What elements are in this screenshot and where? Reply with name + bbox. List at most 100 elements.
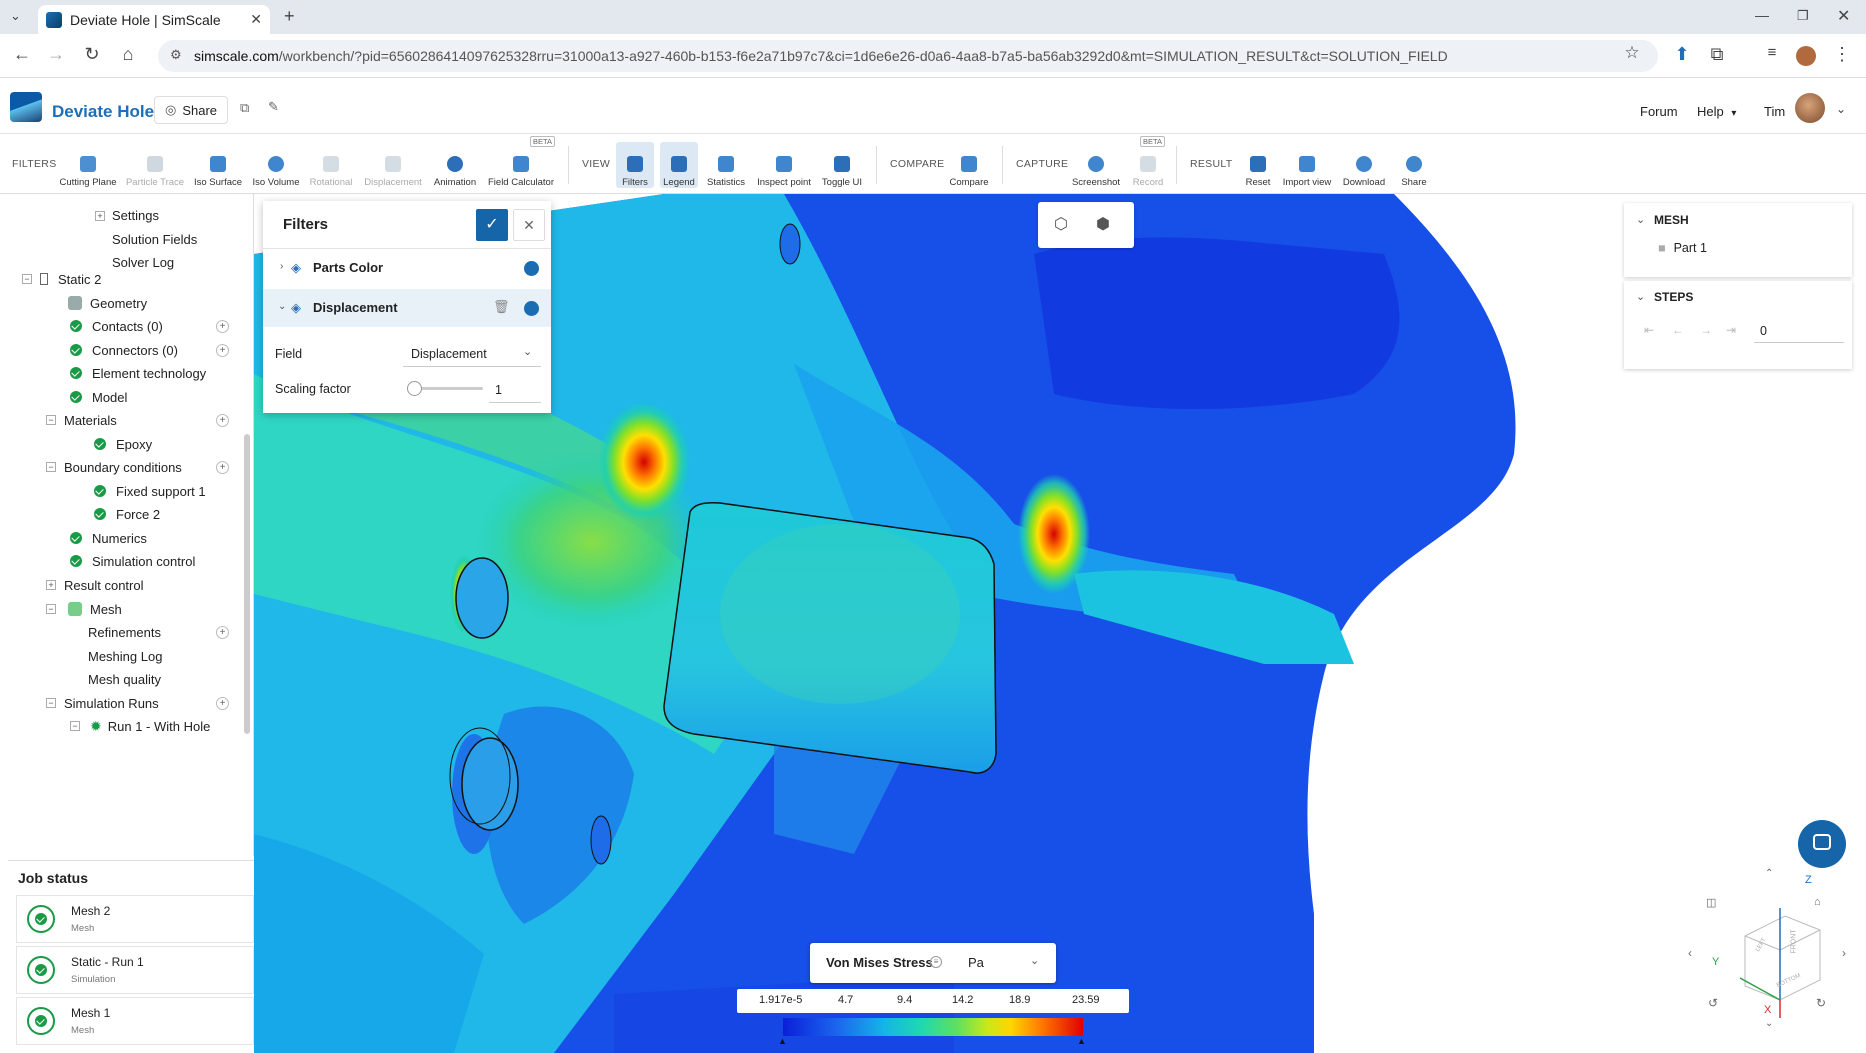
iso-volume-button[interactable]: Iso Volume xyxy=(252,142,300,188)
window-close-icon[interactable]: ✕ xyxy=(1837,8,1851,25)
add-material-icon[interactable]: + xyxy=(216,414,229,427)
next-step-icon[interactable]: → xyxy=(1700,323,1712,337)
tree-item-epoxy[interactable]: Epoxy xyxy=(94,433,152,455)
toggle-ui-button[interactable]: Toggle UI xyxy=(820,142,864,188)
help-menu[interactable]: Help ▾ xyxy=(1697,104,1736,119)
inspect-point-button[interactable]: Inspect point xyxy=(756,142,812,188)
share-result-button[interactable]: Share xyxy=(1398,142,1430,188)
record-button[interactable]: BETA Record xyxy=(1132,136,1166,188)
legend-settings-icon[interactable]: ≡ xyxy=(930,956,942,968)
tab-list-icon[interactable]: ⌄ xyxy=(10,8,21,23)
cutting-plane-button[interactable]: Cutting Plane xyxy=(59,142,117,188)
copy-icon[interactable]: ⧉ xyxy=(240,100,250,115)
simscale-logo[interactable] xyxy=(10,92,42,122)
chevron-down-icon[interactable]: ⌄ xyxy=(1030,955,1040,967)
last-step-icon[interactable]: ⇥ xyxy=(1726,323,1737,337)
tree-item-model[interactable]: Model xyxy=(70,386,127,408)
forum-link[interactable]: Forum xyxy=(1640,104,1678,119)
chevron-down-icon[interactable]: ⌄ xyxy=(1636,291,1646,303)
new-tab-icon[interactable]: + xyxy=(284,6,295,26)
tree-item-mesh[interactable]: Mesh xyxy=(68,598,122,620)
project-name[interactable]: Deviate Hole xyxy=(52,102,155,121)
trash-icon[interactable]: 🗑 xyxy=(493,299,510,314)
add-contact-icon[interactable]: + xyxy=(216,320,229,333)
share-project-button[interactable]: ◎ Share xyxy=(154,96,229,124)
tree-item-geometry[interactable]: Geometry xyxy=(68,292,147,314)
job-item[interactable]: Static - Run 1 Simulation xyxy=(16,946,254,994)
user-menu-chevron-icon[interactable]: ⌄ xyxy=(1836,102,1847,116)
3d-viewport[interactable] xyxy=(254,194,1866,1053)
compare-button[interactable]: Compare xyxy=(948,142,990,188)
tree-item-static2[interactable]: Static 2 xyxy=(40,268,101,290)
camera-projection-icon[interactable]: ◫ xyxy=(1706,897,1717,909)
job-item[interactable]: Mesh 2 Mesh xyxy=(16,895,254,943)
statistics-button[interactable]: Statistics xyxy=(704,142,748,188)
add-connector-icon[interactable]: + xyxy=(216,344,229,357)
scaling-factor-slider[interactable] xyxy=(407,381,483,396)
support-chat-button[interactable] xyxy=(1798,820,1846,868)
part-item[interactable]: ■ Part 1 xyxy=(1658,241,1707,255)
solid-cube-icon[interactable]: ⬢ xyxy=(1096,216,1110,233)
visibility-toggle[interactable] xyxy=(524,301,539,316)
legend-field-selector[interactable]: Von Mises Stress ≡ Pa ⌄ xyxy=(810,943,1056,983)
back-icon[interactable]: ← xyxy=(13,44,31,64)
close-filters-button[interactable]: ✕ xyxy=(513,209,545,241)
legend-unit[interactable]: Pa xyxy=(968,955,984,970)
import-view-button[interactable]: Import view xyxy=(1282,142,1332,188)
rotate-right-icon[interactable]: › xyxy=(1842,946,1846,960)
tree-item-mesh-quality[interactable]: Mesh quality xyxy=(88,671,161,687)
prev-step-icon[interactable]: ← xyxy=(1672,323,1684,337)
displacement-button[interactable]: Displacement xyxy=(364,142,422,188)
tree-item-simulation-runs[interactable]: Simulation Runs xyxy=(64,695,159,711)
tree-item-contacts[interactable]: Contacts (0) xyxy=(70,315,163,337)
reset-button[interactable]: Reset xyxy=(1242,142,1274,188)
scaling-factor-input[interactable]: 1 xyxy=(489,375,541,403)
rotate-down-icon[interactable]: ⌄ xyxy=(1765,1018,1774,1029)
close-tab-icon[interactable]: ✕ xyxy=(250,11,262,27)
chevron-down-icon[interactable]: ⌄ xyxy=(1636,214,1646,226)
confirm-filters-button[interactable]: ✓ xyxy=(476,209,508,241)
collapse-boundary-conditions-icon[interactable]: − xyxy=(46,462,56,472)
minimize-icon[interactable]: — xyxy=(1755,7,1769,23)
tree-item-run1[interactable]: ✹ Run 1 - With Hole xyxy=(90,717,211,734)
browser-menu-icon[interactable]: ⋮ xyxy=(1833,44,1851,64)
add-refinement-icon[interactable]: + xyxy=(216,626,229,639)
orientation-cube[interactable]: Z Y X FRONT LEFT BOTTOM ⌃ ⌄ ‹ › ↺ ↻ ◫ ⌂ xyxy=(1680,868,1860,1048)
parts-color-row[interactable]: › ◈ Parts Color xyxy=(263,249,551,287)
tree-item-settings[interactable]: Settings xyxy=(112,207,159,223)
tree-item-result-control[interactable]: Result control xyxy=(64,577,144,593)
reload-icon[interactable]: ↻ xyxy=(84,44,100,64)
tree-item-boundary-conditions[interactable]: Boundary conditions xyxy=(64,459,182,475)
browser-profile-avatar[interactable] xyxy=(1796,46,1816,66)
field-select[interactable]: Displacement ⌄ xyxy=(403,339,541,367)
filters-view-button[interactable]: Filters xyxy=(616,142,654,188)
collapse-mesh-icon[interactable]: − xyxy=(46,604,56,614)
rotate-cw-icon[interactable]: ↻ xyxy=(1816,996,1827,1010)
rotate-left-icon[interactable]: ‹ xyxy=(1688,946,1692,960)
tree-item-refinements[interactable]: Refinements xyxy=(88,624,161,640)
add-simulation-run-icon[interactable]: + xyxy=(216,697,229,710)
expand-result-control-icon[interactable]: + xyxy=(46,580,56,590)
rotate-up-icon[interactable]: ⌃ xyxy=(1765,868,1774,879)
particle-trace-button[interactable]: Particle Trace xyxy=(126,142,184,188)
wireframe-cube-icon[interactable]: ⬡ xyxy=(1054,216,1068,233)
restore-icon[interactable]: ❐ xyxy=(1797,8,1809,23)
expand-settings-icon[interactable]: + xyxy=(95,211,105,221)
job-item[interactable]: Mesh 1 Mesh xyxy=(16,997,254,1045)
user-name[interactable]: Tim xyxy=(1764,104,1786,119)
field-calculator-button[interactable]: BETA Field Calculator xyxy=(488,136,556,188)
home-icon[interactable]: ⌂ xyxy=(122,44,134,64)
collapse-materials-icon[interactable]: − xyxy=(46,415,56,425)
tree-item-connectors[interactable]: Connectors (0) xyxy=(70,339,178,361)
legend-min-marker-icon[interactable]: ▲ xyxy=(778,1036,787,1046)
step-input[interactable]: 0 xyxy=(1754,317,1844,343)
cube-face-front[interactable]: FRONT xyxy=(1790,929,1798,954)
media-icon[interactable]: ≡ xyxy=(1767,44,1777,61)
home-view-icon[interactable]: ⌂ xyxy=(1814,896,1821,908)
tree-item-fixed-support[interactable]: Fixed support 1 xyxy=(94,480,206,502)
tree-item-materials[interactable]: Materials xyxy=(64,412,117,428)
slider-handle[interactable] xyxy=(407,381,422,396)
site-info-icon[interactable]: ⚙ xyxy=(170,47,182,62)
displacement-filter-row[interactable]: ⌄ ◈ Displacement 🗑 xyxy=(263,289,551,327)
user-avatar[interactable] xyxy=(1795,93,1825,123)
